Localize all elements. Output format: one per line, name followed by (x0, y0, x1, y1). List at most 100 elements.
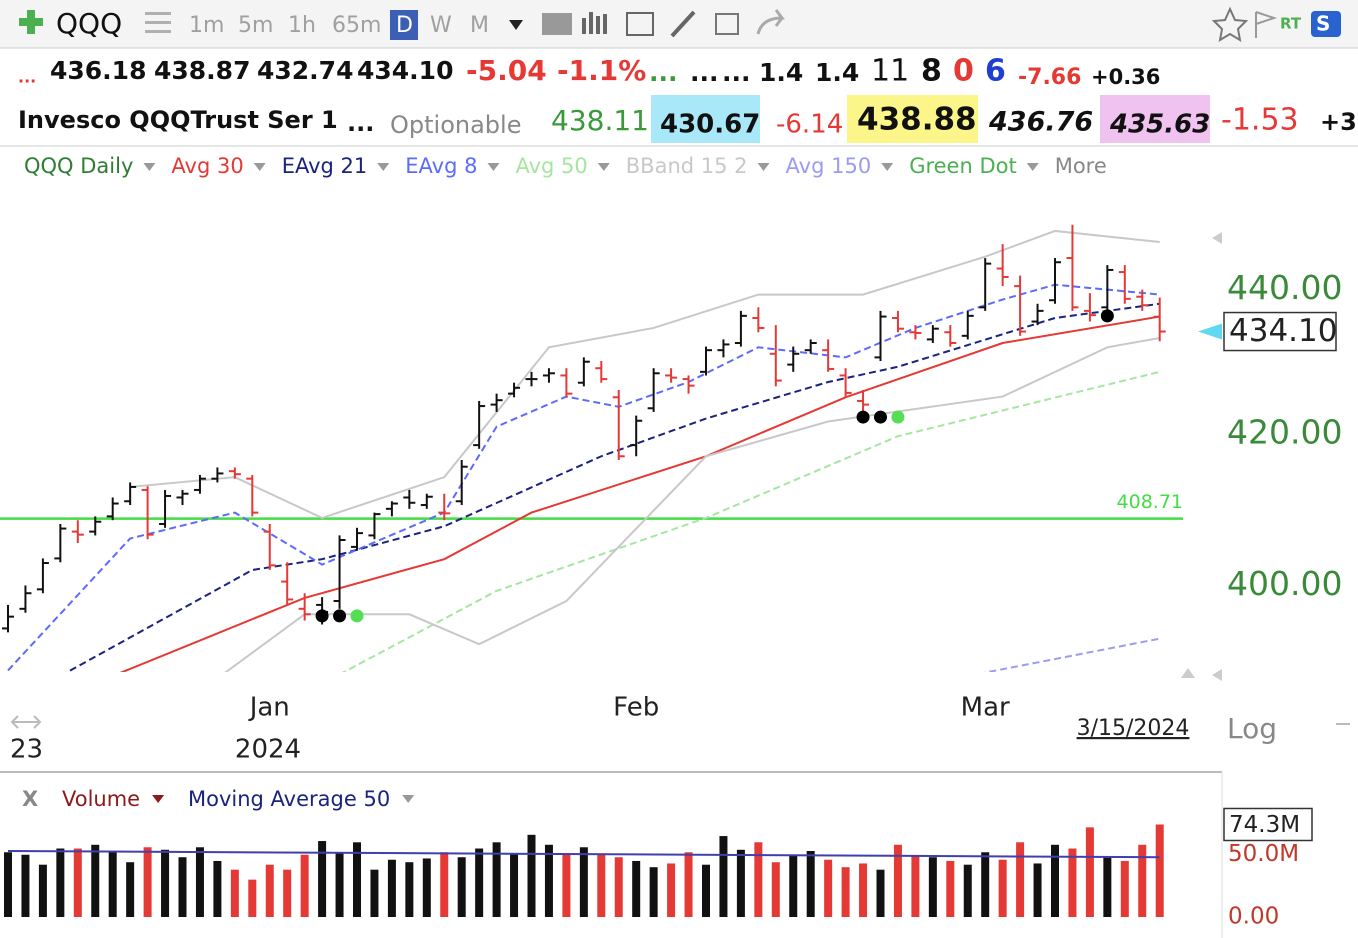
volume-bar (335, 852, 344, 917)
add-icon[interactable] (19, 10, 43, 34)
legend-item[interactable]: EAvg 8 (405, 154, 477, 178)
interval[interactable]: 1h (288, 13, 316, 38)
volume-bar (387, 859, 396, 917)
dropdown[interactable] (143, 163, 156, 171)
name-row-item: 438.88 (857, 102, 977, 138)
legend-item[interactable]: More (1055, 154, 1107, 178)
quote: 1.4 (815, 58, 859, 87)
interval[interactable]: 5m (238, 13, 273, 38)
dropdown[interactable] (509, 20, 523, 30)
volume-bar (178, 857, 187, 917)
legend-item[interactable]: Avg 150 (786, 154, 872, 178)
legend-item[interactable]: Avg 50 (515, 154, 587, 178)
volume-bar (859, 863, 868, 917)
plot-area (2, 224, 1166, 672)
volume-bar (265, 864, 274, 917)
volume-bar (562, 853, 571, 917)
quote: ... (722, 58, 751, 87)
volume-bar (56, 848, 65, 917)
volume-bar (422, 858, 431, 917)
s-badge[interactable]: S (1316, 12, 1330, 36)
volume-bar (248, 879, 257, 917)
quote: 1.4 (759, 58, 803, 87)
interval[interactable]: W (430, 13, 452, 38)
signal-dot (315, 609, 329, 623)
dropdown[interactable] (152, 795, 165, 803)
volume-bar (998, 859, 1007, 917)
dropdown[interactable] (377, 163, 390, 171)
dropdown[interactable] (597, 163, 610, 171)
volume-bar (108, 852, 117, 917)
volume-ma-legend[interactable]: Moving Average 50 (188, 787, 390, 811)
volume-bar (457, 857, 466, 917)
volume-bar (579, 847, 588, 917)
dropdown[interactable] (487, 163, 500, 171)
name-row-item: Optionable (390, 111, 521, 139)
name-row-item: ... (347, 109, 374, 137)
legend-item[interactable]: Green Dot (909, 154, 1017, 178)
volume-bar (754, 842, 763, 917)
dropdown[interactable] (253, 163, 266, 171)
volume-bar (38, 864, 47, 917)
volume-bar (719, 836, 728, 917)
name-row-item: -6.14 (776, 110, 843, 140)
highlight (847, 95, 978, 143)
volume-bar (73, 848, 82, 917)
volume-bar (300, 854, 309, 917)
scroll-icon[interactable] (10, 715, 42, 729)
volume-legend[interactable]: Volume (62, 787, 140, 811)
volume-bar (143, 847, 152, 917)
y-tick-label: 400.00 (1227, 564, 1342, 603)
dropdown[interactable] (1026, 163, 1039, 171)
legend-item[interactable]: Avg 30 (171, 154, 243, 178)
volume-bar (684, 852, 693, 917)
quote: 432.74 (257, 56, 353, 85)
volume-bar (876, 869, 885, 917)
volume-bar (736, 849, 745, 917)
date-label: 3/15/2024 (1077, 716, 1190, 741)
volume-bar (1068, 848, 1077, 917)
legend-item[interactable]: QQQ Daily (24, 154, 133, 178)
legend-item[interactable]: EAvg 21 (282, 154, 368, 178)
volume-bar (893, 844, 902, 917)
close-pane[interactable]: X (22, 787, 38, 811)
scroll-arrow[interactable] (1212, 232, 1222, 244)
quote: -5.04 (466, 54, 547, 87)
volume-ma (7, 850, 1160, 859)
signal-dot (333, 609, 347, 623)
volume-bar (213, 860, 222, 917)
scroll-arrow[interactable] (1181, 668, 1195, 678)
interval[interactable]: 1m (189, 13, 224, 38)
interval[interactable]: 65m (332, 13, 381, 38)
scroll-arrow[interactable] (1212, 669, 1222, 681)
rt-badge[interactable]: RT (1280, 15, 1302, 33)
signal-dot (1100, 309, 1114, 323)
dropdown[interactable] (757, 163, 770, 171)
toolbar-icons[interactable] (542, 6, 1278, 42)
volume-tick-label: 0.00 (1228, 904, 1279, 930)
active-interval-bg (390, 10, 418, 40)
interval[interactable]: M (470, 13, 489, 38)
dropdown[interactable] (402, 795, 415, 803)
symbol[interactable]: QQQ (56, 7, 122, 40)
volume-bar (195, 847, 204, 917)
dropdown[interactable] (881, 163, 894, 171)
interval[interactable]: D (396, 13, 413, 38)
scale-toggle[interactable]: Log (1227, 712, 1277, 745)
volume-bar (405, 862, 414, 917)
quote: 0 (953, 54, 974, 89)
highlight (1100, 95, 1210, 143)
indicator-line (341, 370, 1160, 672)
quote: 438.87 (154, 56, 250, 85)
quote: 436.18 (50, 56, 146, 85)
name-row-item: -1.53 (1221, 103, 1299, 138)
list-icon[interactable] (145, 12, 171, 33)
volume-bar (1016, 842, 1025, 917)
legend-item[interactable]: BBand 15 2 (626, 154, 748, 178)
s-badge-bg (1311, 11, 1341, 37)
volume-bar (614, 857, 623, 917)
quote: ... (649, 58, 678, 87)
x-tick-label: Mar (961, 693, 1010, 723)
volume-tick-label: 50.0M (1228, 841, 1299, 867)
